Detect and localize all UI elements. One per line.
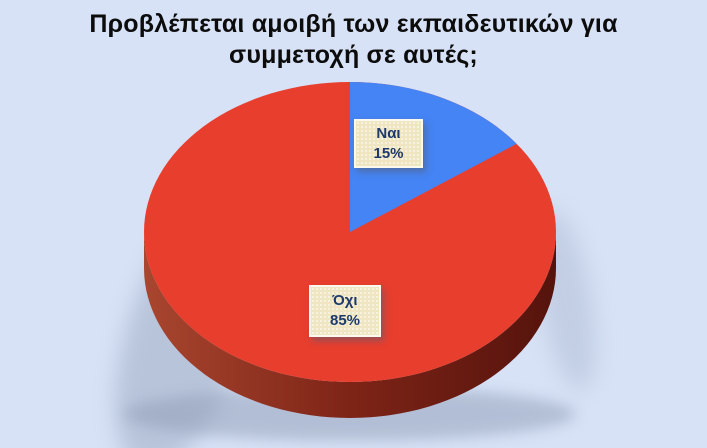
chart-title: Προβλέπεται αμοιβή των εκπαιδευτικών για…: [0, 9, 707, 71]
chart-title-line-2: συμμετοχή σε αυτές;: [229, 41, 478, 69]
data-label-no-name: Όχι: [332, 292, 358, 309]
data-label-yes-name: Ναι: [376, 124, 401, 142]
data-label-no-value: 85%: [329, 312, 361, 329]
chart-title-line-1: Προβλέπεται αμοιβή των εκπαιδευτικών για: [89, 10, 618, 38]
data-label-yes: Ναι 15%: [354, 119, 423, 168]
pie-3d-side: [144, 232, 556, 418]
data-label-no: Όχι 85%: [309, 285, 381, 337]
data-label-yes-value: 15%: [373, 144, 404, 162]
